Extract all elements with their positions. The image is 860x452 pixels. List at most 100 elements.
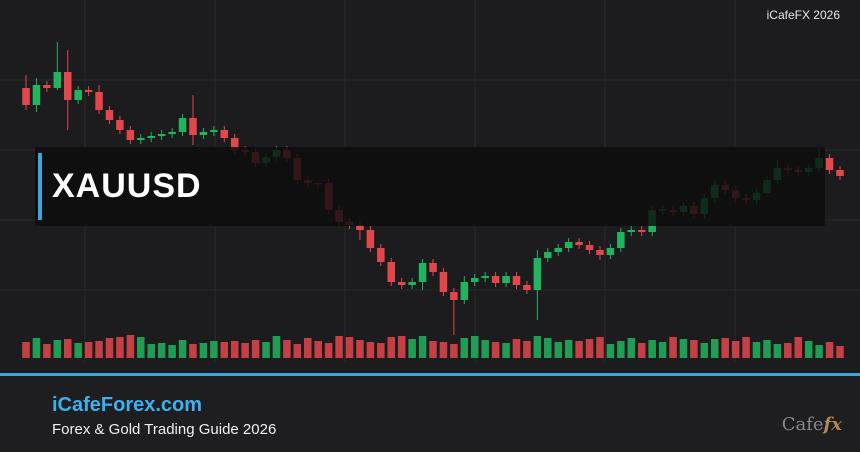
candle-body (387, 262, 396, 282)
logo: Cafefx (782, 414, 842, 435)
candle-body (575, 242, 583, 245)
volume-bar (53, 340, 62, 358)
candle-body (460, 282, 469, 300)
volume-bar (564, 340, 573, 358)
candle-body (189, 118, 197, 135)
volume-bar (178, 340, 187, 358)
volume-bar (794, 337, 803, 358)
candle-body (637, 230, 646, 232)
candle-body (429, 263, 437, 272)
volume-bar (784, 343, 792, 358)
candle-body (22, 88, 30, 105)
logo-fx: fx (823, 414, 842, 435)
candle-body (126, 130, 135, 140)
volume-bar (147, 344, 155, 358)
volume-bar (658, 342, 667, 358)
volume-bar (397, 336, 406, 358)
candle-body (512, 276, 521, 285)
candle-body (836, 170, 844, 176)
candle-body (554, 248, 562, 252)
volume-bar (690, 340, 698, 358)
volume-bar (773, 344, 782, 358)
volume-bar (272, 336, 281, 358)
volume-bar (105, 338, 114, 358)
candle-body (544, 252, 552, 258)
candle-body (366, 230, 375, 248)
candle-body (43, 85, 51, 88)
volume-bar (502, 343, 510, 358)
volume-bar (32, 338, 41, 358)
candle-body (63, 72, 72, 100)
volume-bar (168, 345, 176, 358)
volume-bar (763, 340, 771, 358)
volume-bar (324, 343, 333, 358)
candle-body (606, 248, 615, 255)
candle-body (450, 292, 458, 300)
volume-bar (491, 342, 500, 358)
volume-bar (210, 341, 218, 358)
volume-bar (637, 343, 646, 358)
candle-body (491, 276, 500, 283)
candle-body (418, 263, 427, 282)
volume-bar (669, 337, 677, 358)
candle-body (168, 132, 176, 134)
volume-bar (679, 339, 688, 358)
volume-bar (711, 339, 719, 358)
volume-bar (116, 337, 124, 358)
candle-body (32, 85, 41, 105)
volume-bar (544, 338, 552, 358)
symbol-banner: XAUUSD (35, 147, 825, 226)
volume-bar (523, 341, 531, 358)
volume-bar (825, 342, 834, 358)
volume-bar (731, 341, 740, 358)
volume-bar (345, 337, 354, 358)
candle-body (116, 120, 124, 130)
candle-body (53, 72, 62, 88)
candle-body (147, 136, 155, 138)
volume-bar (408, 339, 416, 358)
volume-bar (230, 341, 239, 358)
candle-body (585, 245, 594, 250)
volume-bar (157, 343, 166, 358)
candle-body (533, 258, 542, 290)
volume-bar (356, 340, 364, 358)
volume-bar (617, 341, 625, 358)
volume-bar (22, 342, 30, 358)
volume-bar (251, 340, 260, 358)
volume-bar (220, 342, 229, 358)
volume-bar (752, 342, 761, 358)
volume-bar (575, 341, 583, 358)
candle-body (439, 272, 448, 292)
volume-bar (804, 341, 813, 358)
volume-bar (366, 342, 375, 358)
logo-text: Cafe (781, 414, 824, 435)
candle-body (627, 230, 636, 232)
candle-body (377, 248, 385, 262)
candle-body (470, 278, 479, 282)
candle-body (408, 282, 416, 285)
volume-bar (470, 336, 479, 358)
candle-body (74, 90, 82, 100)
candle-body (481, 276, 489, 278)
tagline: Forex & Gold Trading Guide 2026 (52, 421, 277, 438)
volume-bar (585, 339, 594, 358)
volume-bar (627, 338, 636, 358)
volume-bar (439, 342, 448, 358)
volume-bar (43, 344, 51, 358)
volume-bar (815, 345, 823, 358)
volume-bar (387, 337, 396, 358)
candle-body (502, 276, 510, 283)
candle-body (356, 225, 364, 230)
candle-body (157, 134, 166, 136)
candle-body (84, 90, 93, 92)
candle-body (210, 130, 218, 132)
volume-bar (335, 336, 343, 358)
symbol: XAUUSD (52, 167, 202, 205)
volume-bar (63, 339, 72, 358)
site-name: iCafeForex.com (52, 394, 203, 416)
volume-bar (314, 341, 322, 358)
candle-body (230, 138, 239, 150)
candle-body (95, 92, 103, 110)
volume-bar (429, 341, 437, 358)
